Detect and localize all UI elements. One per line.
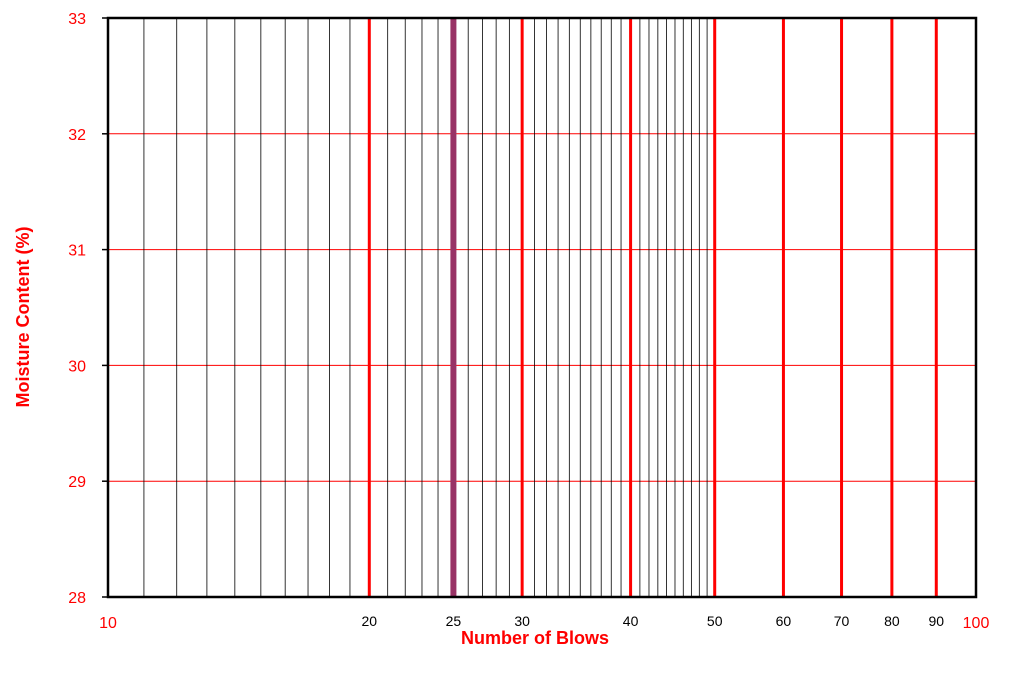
x-tick-label: 25: [446, 613, 462, 629]
x-tick-label: 50: [707, 613, 723, 629]
y-tick-label: 29: [68, 474, 86, 491]
x-tick-label: 60: [776, 613, 792, 629]
y-axis-title: Moisture Content (%): [13, 227, 33, 408]
x-tick-label: 30: [514, 613, 530, 629]
x-tick-label: 90: [928, 613, 944, 629]
y-tick-labels: 28 29 30 31 32 33: [68, 11, 108, 607]
plot-frame: [106, 16, 978, 599]
y-tick-label: 28: [68, 590, 86, 607]
plot-background: [108, 18, 976, 597]
x-tick-label: 100: [963, 615, 990, 632]
y-tick-label: 32: [68, 127, 86, 144]
plot-area: [106, 16, 978, 599]
x-tick-label: 10: [99, 615, 117, 632]
y-tick-label: 30: [68, 358, 86, 375]
x-tick-label: 80: [884, 613, 900, 629]
y-tick-label: 31: [68, 243, 86, 260]
x-axis-title: Number of Blows: [461, 628, 609, 648]
y-tick-label: 33: [68, 11, 86, 28]
x-tick-label: 40: [623, 613, 639, 629]
x-tick-labels: 10 20 25 30 40 50 60 70 80 90 100: [99, 613, 989, 632]
x-tick-label: 20: [362, 613, 378, 629]
x-tick-label: 70: [834, 613, 850, 629]
